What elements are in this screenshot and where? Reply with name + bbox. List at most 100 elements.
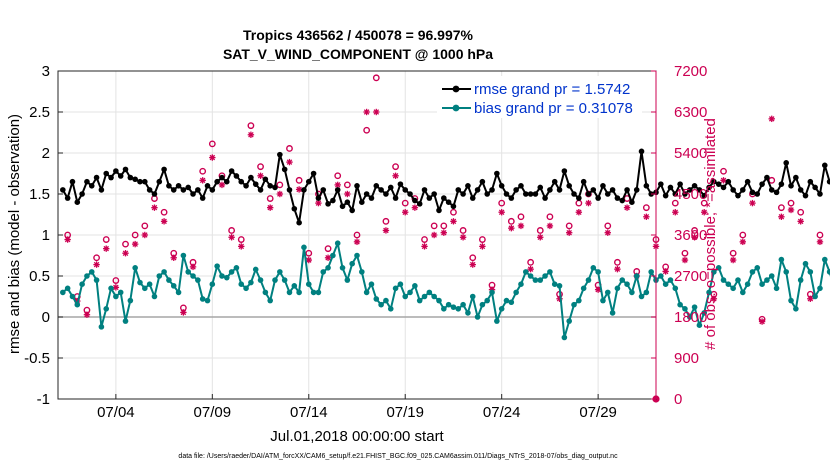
bias-point xyxy=(103,306,110,312)
rmse-point xyxy=(619,197,626,204)
assimilated-obs-point xyxy=(816,238,824,246)
rmse-point xyxy=(469,195,476,201)
assimilated-obs-point xyxy=(614,265,621,273)
bias-point xyxy=(156,273,163,279)
y-left-tick-label: 1 xyxy=(42,227,50,244)
y-axis-left-label: rmse and bias (model - observation) xyxy=(6,114,23,354)
legend-bias-label: bias grand pr = 0.31078 xyxy=(474,100,633,117)
rmse-point xyxy=(416,201,423,207)
rmse-point xyxy=(272,184,278,191)
bias-point xyxy=(170,283,177,289)
possible-obs-point xyxy=(787,199,795,207)
possible-obs-point xyxy=(450,208,457,216)
bias-point xyxy=(793,306,799,312)
bias-point xyxy=(604,289,611,296)
possible-obs-point xyxy=(257,163,264,171)
assimilated-obs-point xyxy=(421,243,428,250)
possible-obs-point xyxy=(324,245,332,253)
rmse-point xyxy=(455,187,462,193)
rmse-point xyxy=(503,191,510,197)
rmse-point xyxy=(576,195,582,201)
assimilated-obs-point xyxy=(575,209,583,216)
rmse-point xyxy=(137,178,143,185)
assimilated-obs-point xyxy=(498,209,505,216)
assimilated-obs-point xyxy=(440,229,448,236)
assimilated-obs-point xyxy=(430,231,438,239)
bias-point xyxy=(696,322,703,329)
chart-title-line2: SAT_V_WIND_COMPONENT @ 1000 hPa xyxy=(223,46,493,62)
rmse-point xyxy=(691,183,698,189)
rmse-point xyxy=(498,183,505,189)
legend: rmse grand pr = 1.5742 bias grand pr = 0… xyxy=(437,76,642,118)
rmse-point xyxy=(547,187,553,193)
bias-point xyxy=(658,273,664,279)
rmse-point xyxy=(720,184,727,191)
possible-obs-point xyxy=(122,240,129,248)
possible-obs-point xyxy=(768,176,776,184)
bias-point xyxy=(812,293,818,300)
rmse-point xyxy=(74,199,81,205)
assimilated-obs-point xyxy=(170,254,177,261)
bias-point xyxy=(754,265,761,271)
bias-point xyxy=(561,334,568,341)
bias-point xyxy=(648,269,654,275)
possible-obs-point xyxy=(777,204,785,212)
assimilated-obs-point xyxy=(218,181,226,189)
bias-point xyxy=(595,269,601,275)
assimilated-obs-point xyxy=(103,245,110,252)
assimilated-obs-point xyxy=(517,222,525,230)
possible-obs-point xyxy=(498,199,506,207)
bias-point xyxy=(821,256,828,263)
assimilated-obs-point xyxy=(209,154,216,161)
rmse-point xyxy=(465,183,471,189)
assimilated-obs-point xyxy=(363,108,370,116)
possible-obs-point xyxy=(102,236,110,243)
bias-point xyxy=(749,269,756,275)
assimilated-obs-point xyxy=(276,190,284,198)
assimilated-obs-point xyxy=(459,234,467,241)
rmse-point xyxy=(79,191,85,197)
possible-obs-point xyxy=(334,172,342,180)
y-axis-right: 0 900 1800 2700 3600 4500 5400 6300 7200 xyxy=(651,63,707,408)
bias-point xyxy=(667,277,674,283)
bias-point xyxy=(715,265,722,271)
rmse-point xyxy=(146,187,153,193)
bias-point xyxy=(633,273,640,279)
rmse-point xyxy=(817,191,823,197)
rmse-point xyxy=(402,187,409,193)
bias-point xyxy=(807,269,814,275)
bias-point xyxy=(262,289,269,296)
rmse-point xyxy=(199,195,206,201)
bias-point xyxy=(740,289,746,296)
bias-point xyxy=(277,269,283,275)
rmse-point xyxy=(127,174,134,181)
rmse-point xyxy=(672,191,679,197)
grid xyxy=(58,70,656,400)
assimilated-obs-point xyxy=(479,243,486,250)
rmse-point xyxy=(166,183,172,189)
y-left-tick-label: -0.5 xyxy=(24,350,50,367)
bias-point xyxy=(84,273,90,279)
bias-point xyxy=(474,314,481,320)
rmse-point xyxy=(426,195,433,201)
assimilated-obs-point xyxy=(758,318,766,325)
bias-point xyxy=(638,293,645,300)
assimilated-obs-point xyxy=(93,261,100,268)
rmse-point xyxy=(373,183,380,189)
rmse-point xyxy=(532,191,539,197)
possible-obs-point xyxy=(575,199,583,207)
assimilated-obs-point xyxy=(720,177,727,184)
possible-obs-point xyxy=(421,236,428,243)
y-left-tick-label: 3 xyxy=(42,63,50,80)
y-right-tick-label: 0 xyxy=(674,391,682,408)
rmse-point xyxy=(595,195,601,201)
assimilated-obs-point xyxy=(623,204,631,211)
rmse-point xyxy=(320,187,327,193)
rmse-point xyxy=(228,168,235,174)
assimilated-obs-point xyxy=(710,295,718,302)
bias-point xyxy=(778,256,785,263)
rmse-point xyxy=(696,187,703,193)
rmse-point xyxy=(788,183,794,189)
assimilated-obs-point xyxy=(286,158,293,166)
y-right-tick-label: 6300 xyxy=(674,104,707,121)
